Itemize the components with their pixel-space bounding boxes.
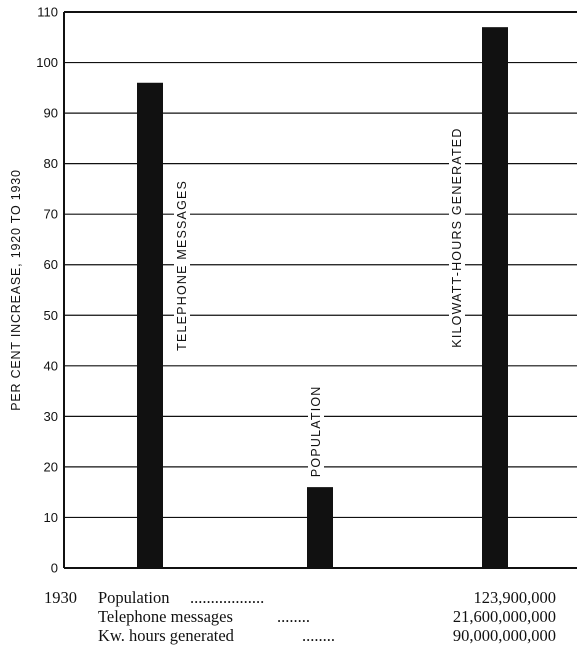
bar-label: KILOWATT-HOURS GENERATED (450, 127, 464, 347)
y-tick-label: 0 (51, 561, 58, 576)
y-tick-label: 80 (44, 156, 58, 171)
footnote-row: 1930 Population .................. 123,9… (44, 588, 556, 607)
footnote-leader-dots: .................. (190, 588, 265, 607)
bar (307, 487, 333, 568)
footnote-label: Population (98, 588, 170, 607)
y-tick-label: 40 (44, 358, 58, 373)
footnote-value: 123,900,000 (473, 588, 557, 607)
footnote-leader-dots: ........ (277, 607, 310, 626)
y-tick-label: 110 (37, 5, 58, 20)
bar-label: POPULATION (309, 385, 323, 477)
bar-label-backing (308, 373, 324, 482)
footnote-label: Kw. hours generated (98, 626, 234, 645)
bar (137, 82, 163, 568)
footnote-leader-dots: ........ (302, 626, 335, 645)
bar-labels: TELEPHONE MESSAGES POPULATION KILOWATT-HOU… (174, 116, 465, 482)
footnote-label: Telephone messages (98, 607, 233, 626)
y-tick-label: 50 (44, 308, 58, 323)
footnote-table: 1930 Population .................. 123,9… (44, 588, 556, 645)
bars (137, 27, 508, 569)
footnote-value: 21,600,000,000 (452, 607, 556, 626)
footnote-year: 1930 (44, 588, 77, 607)
y-tick-label: 90 (44, 106, 58, 121)
y-tick-label: 100 (36, 55, 58, 70)
y-tick-label: 30 (44, 409, 58, 424)
footnote-row: Telephone messages ........ 21,600,000,0… (44, 607, 556, 626)
y-tick-label: 60 (44, 257, 58, 272)
footnote-row: Kw. hours generated ........ 90,000,000,… (44, 626, 556, 645)
y-axis-title: PER CENT INCREASE, 1920 TO 1930 (9, 169, 23, 411)
bar-label-backing (174, 172, 190, 358)
y-tick-label: 10 (44, 510, 58, 525)
y-tick-labels: 0 10 20 30 40 50 60 70 80 90 100 110 (36, 5, 58, 576)
bar-label: TELEPHONE MESSAGES (175, 180, 189, 351)
footnote-value: 90,000,000,000 (452, 626, 556, 645)
bar-label-backing (449, 116, 465, 359)
bar-chart: 0 10 20 30 40 50 60 70 80 90 100 110 TELEPHONE MESS… (9, 5, 577, 576)
bar (482, 27, 508, 569)
y-tick-label: 70 (44, 207, 58, 222)
y-tick-label: 20 (44, 459, 58, 474)
